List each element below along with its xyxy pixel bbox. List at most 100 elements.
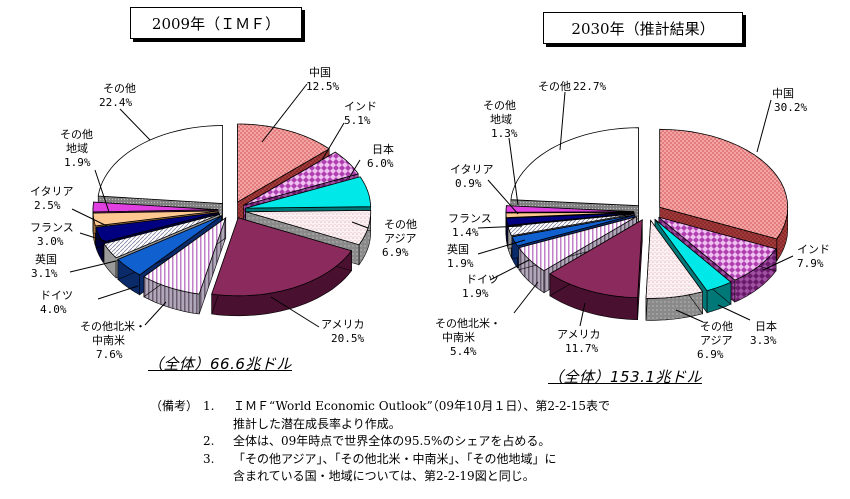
label-other-region-name-1: その他 (483, 99, 516, 112)
label-china-value: 30.2% (774, 101, 807, 114)
label-italy-value: 2.5% (34, 199, 61, 212)
note-text: ＩＭＦ“World Economic Outlook”（09年10月１日）、第2… (233, 399, 610, 413)
label-usa-name: アメリカ (557, 328, 600, 341)
note-text: 含まれている国・地域については、第2-2-19図と同じ。 (233, 469, 535, 483)
slice-india (658, 216, 777, 281)
label-france-name: フランス (448, 212, 492, 225)
label-other-americas-value: 5.4% (450, 345, 477, 358)
slice-italy (505, 211, 635, 219)
label-other-asia-name-1: その他 (700, 320, 733, 333)
pie-2030 (505, 127, 789, 321)
slice-other-americas (518, 216, 637, 272)
label-usa-value: 11.7% (565, 342, 598, 355)
label-france-value: 1.4% (452, 226, 479, 239)
note-number: 1. (203, 399, 215, 413)
label-usa-name: アメリカ (321, 318, 364, 331)
label-other-americas-name-2: 中南米 (92, 334, 125, 347)
label-other-region-value: 1.3% (491, 127, 518, 140)
label-other-asia-name-2: アジア (384, 232, 417, 245)
label-germany-name: ドイツ (466, 273, 499, 286)
slice-germany (511, 214, 635, 247)
label-france-name: フランス (30, 221, 74, 234)
label-germany-name: ドイツ (40, 289, 73, 302)
label-japan-value: 3.3% (750, 334, 777, 347)
label-japan-value: 6.0% (367, 157, 394, 170)
label-india-value: 5.1% (344, 114, 371, 127)
label-italy-name: イタリア (30, 185, 74, 198)
leader-lines-2030 (477, 91, 794, 327)
label-other-asia-value: 6.9% (382, 246, 409, 259)
slice-labels-2009: 中国 12.5% インド 5.1% 日本 6.0% その他 アジア 6.9% ア… (30, 66, 417, 361)
slice-other-region (505, 205, 635, 213)
notes-block: （備考） 1. ＩＭＦ“World Economic Outlook”（09年1… (150, 398, 610, 486)
label-france-value: 3.0% (37, 235, 64, 248)
total-2009: （全体）66.6兆ドル (148, 355, 292, 373)
label-other-region-value: 1.9% (64, 156, 91, 169)
label-japan-name: 日本 (372, 142, 394, 156)
slice-other-americas (143, 216, 227, 295)
slice-uk (507, 213, 635, 237)
label-germany-value: 4.0% (40, 303, 67, 316)
note-number: 2. (203, 434, 215, 448)
label-italy-value: 0.9% (455, 177, 482, 190)
label-uk-value: 3.1% (31, 267, 58, 280)
slice-other (97, 125, 223, 204)
label-india-name: インド (344, 100, 377, 113)
label-uk-name: 英国 (35, 252, 57, 266)
label-germany-value: 1.9% (462, 287, 489, 300)
leader-lines-2009 (69, 83, 369, 328)
slice-other (510, 127, 639, 207)
label-other-value: 22.7% (573, 80, 606, 93)
note-text: 「その他アジア」、「その他北米・中南米」、「その他地域」に (233, 451, 557, 466)
label-italy-name: イタリア (450, 163, 494, 176)
slice-germany (117, 215, 222, 276)
slice-china (237, 123, 330, 203)
slice-france (506, 212, 635, 226)
note-row-3b: 含まれている国・地域については、第2-2-19図と同じ。 (150, 468, 610, 486)
label-other-americas-name-2: 中南米 (442, 331, 475, 344)
label-china-name: 中国 (772, 87, 794, 100)
label-other-americas-value: 7.6% (96, 348, 123, 361)
label-other-americas-name-1: その他北米・ (80, 320, 146, 333)
label-other-value: 22.4% (99, 96, 132, 109)
pie-2009 (92, 123, 372, 317)
label-other-name: その他 (538, 80, 571, 93)
label-india-value: 7.9% (797, 257, 824, 270)
slice-other-asia (645, 219, 704, 299)
label-usa-value: 20.5% (331, 332, 364, 345)
slice-other-region (92, 201, 219, 213)
label-other-asia-value: 6.9% (697, 348, 724, 361)
label-uk-value: 1.9% (447, 257, 474, 270)
slice-india (243, 151, 359, 206)
chart-title-2009: 2009年（ＩＭＦ） (130, 7, 302, 39)
pie-layer (92, 123, 789, 321)
slice-uk (103, 213, 220, 259)
note-text: 推計した潜在成長率より作成。 (233, 416, 401, 431)
label-other-region-name-2: 地域 (66, 142, 88, 155)
label-uk-name: 英国 (447, 242, 469, 256)
slice-usa (211, 217, 353, 297)
label-other-name: その他 (103, 82, 136, 95)
note-row-2: 2. 全体は、09年時点で世界全体の95.5%のシェアを占める。 (150, 433, 610, 451)
slice-japan (245, 176, 372, 209)
slice-labels-2030: 中国 30.2% インド 7.9% 日本 3.3% その他 アジア 6.9% ア… (435, 80, 830, 361)
label-china-value: 12.5% (306, 80, 339, 93)
label-india-name: インド (797, 243, 830, 256)
note-row-3: 3. 「その他アジア」、「その他北米・中南米」、「その他地域」に (150, 451, 610, 469)
total-2030: （全体）153.1兆ドル (548, 368, 702, 386)
note-text: 全体は、09年時点で世界全体の95.5%のシェアを占める。 (233, 434, 551, 448)
slice-usa (549, 219, 643, 299)
note-row-1b: 推計した潜在成長率より作成。 (150, 416, 610, 434)
notes-prefix: （備考） (150, 399, 199, 413)
label-other-region-name-1: その他 (60, 128, 93, 141)
slice-japan (654, 219, 732, 292)
chart-title-2030: 2030年（推計結果） (543, 12, 743, 44)
label-other-asia-name-2: アジア (700, 334, 733, 347)
slice-china (659, 128, 789, 240)
label-other-americas-name-1: その他北米・ (435, 317, 501, 330)
label-japan-name: 日本 (755, 319, 777, 333)
label-other-asia-name-1: その他 (384, 218, 417, 231)
note-row-1: （備考） 1. ＩＭＦ“World Economic Outlook”（09年1… (150, 398, 610, 416)
